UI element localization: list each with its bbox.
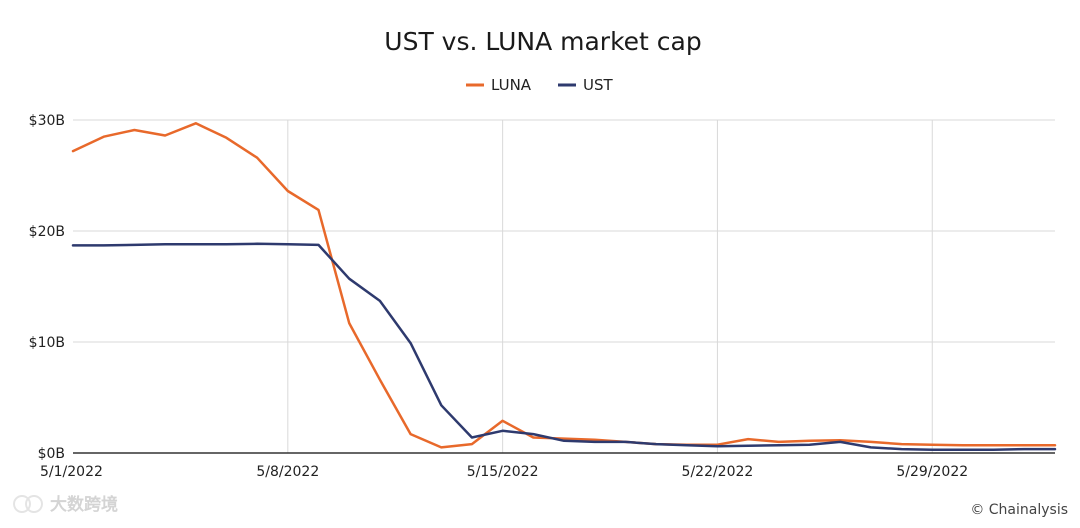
y-tick-label: $10B (29, 335, 65, 351)
credit-text: © Chainalysis (970, 502, 1068, 518)
series-line-luna (71, 122, 1057, 449)
x-tick-label: 5/29/2022 (896, 464, 968, 480)
axes: $0B $10B $20B $30B 5/1/2022 5/8/2022 5/15/2022… (29, 113, 1055, 480)
series (71, 122, 1057, 451)
watermark-logo (13, 495, 43, 513)
legend: LUNA UST (466, 76, 614, 94)
legend-label-luna: LUNA (491, 76, 532, 94)
x-tick-label: 5/22/2022 (682, 464, 754, 480)
series-line-ust (71, 242, 1057, 451)
y-tick-label: $30B (29, 113, 65, 129)
x-tick-label: 5/8/2022 (256, 464, 319, 480)
y-tick-label: $20B (29, 224, 65, 240)
x-tick-label: 5/1/2022 (40, 464, 103, 480)
grid (73, 119, 1055, 453)
watermark-text: 大数跨境 (50, 494, 118, 515)
x-tick-label: 5/15/2022 (467, 464, 539, 480)
chart-title: UST vs. LUNA market cap (384, 27, 701, 56)
y-tick-label: $0B (38, 446, 65, 462)
watermark: 大数跨境 (13, 494, 118, 515)
legend-label-ust: UST (583, 76, 614, 94)
